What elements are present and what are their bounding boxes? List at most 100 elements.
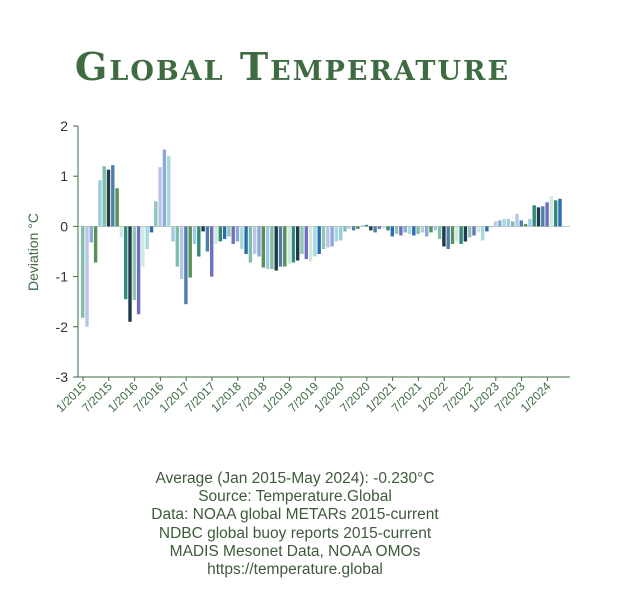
chart-title: Global Temperature [74, 44, 511, 89]
bar [248, 226, 253, 263]
bar [300, 226, 304, 255]
bar [330, 226, 334, 247]
bar [455, 226, 459, 242]
bar [102, 166, 106, 227]
source-url-link[interactable]: https://temperature.global [207, 561, 383, 579]
bar [476, 226, 480, 233]
y-tick-label: 1 [60, 168, 68, 184]
bar [227, 226, 231, 237]
bar [511, 221, 515, 227]
bar [313, 226, 317, 257]
bar [188, 226, 192, 278]
bar [536, 207, 541, 227]
bar [162, 149, 167, 227]
bar [480, 226, 485, 241]
bar [351, 226, 356, 231]
bar [412, 226, 416, 236]
bar [554, 200, 558, 227]
bar [326, 226, 330, 248]
data-text-3: MADIS Mesonet Data, NOAA OMOs [169, 542, 421, 560]
y-tick-label: 0 [60, 218, 68, 234]
bar [145, 226, 149, 249]
bar [128, 226, 132, 322]
bar [89, 226, 93, 243]
bar [244, 226, 248, 255]
bar [420, 226, 425, 233]
bar [382, 226, 386, 229]
average-text: Average (Jan 2015-May 2024): -0.230°C [155, 470, 435, 487]
bar [158, 167, 162, 227]
bar [528, 218, 532, 227]
bar [450, 226, 455, 244]
bar [214, 226, 218, 244]
bar [85, 226, 89, 327]
bar [308, 226, 313, 262]
source-text: Source: Temperature.Global [198, 488, 392, 506]
data-text-2: NDBC global buoy reports 2015-current [158, 524, 432, 542]
bar [502, 218, 506, 227]
bar [429, 226, 433, 233]
data-text-1: Data: NOAA global METARs 2015-current [151, 506, 439, 524]
bar [132, 226, 136, 301]
bar [124, 226, 128, 300]
y-tick-label: -1 [56, 269, 69, 285]
bar [459, 226, 463, 244]
bar [192, 226, 197, 244]
bar [347, 226, 351, 229]
bar [149, 226, 154, 233]
bar [442, 226, 446, 247]
bar [240, 226, 244, 249]
bar [210, 226, 214, 277]
bar [235, 226, 240, 242]
bar [545, 202, 549, 227]
bar [532, 205, 536, 227]
bar [489, 226, 493, 228]
bar [257, 226, 261, 257]
bar [334, 226, 339, 242]
bar [498, 220, 502, 227]
bar [399, 226, 403, 236]
bar [506, 218, 511, 227]
x-tick-label: 1/2024 [518, 379, 554, 415]
y-tick-label: 2 [60, 118, 68, 134]
bar [141, 226, 145, 267]
bar [136, 226, 141, 315]
bar [287, 226, 291, 265]
bar [179, 226, 184, 280]
bar [523, 223, 528, 227]
bar [93, 226, 98, 263]
bar [321, 226, 326, 249]
bar [274, 226, 278, 271]
bar [360, 225, 364, 227]
bar [433, 226, 437, 231]
y-tick-label: -3 [56, 369, 69, 385]
bar [304, 226, 308, 260]
chart-footer: Average (Jan 2015-May 2024): -0.230°C So… [0, 470, 590, 579]
bar [253, 226, 257, 255]
bar [222, 226, 227, 239]
bar-chart: 2 1 0 -1 -2 -3 1/20157/20151/20167/20161/2017… [25, 118, 570, 415]
bar [231, 226, 235, 244]
bar [296, 226, 300, 261]
bar [106, 169, 111, 227]
bar [416, 226, 420, 234]
bar [115, 188, 119, 227]
bars-group [81, 149, 562, 327]
bar [485, 226, 489, 232]
bar [446, 226, 450, 249]
bar [339, 226, 343, 241]
bar [119, 226, 124, 238]
bar [425, 226, 429, 237]
bar [463, 226, 468, 242]
bar [201, 226, 205, 232]
bar [270, 226, 274, 270]
bar [265, 226, 270, 270]
bar [98, 180, 102, 227]
bar [261, 226, 265, 268]
bar [369, 226, 373, 231]
bar [175, 226, 179, 267]
bar [291, 226, 296, 263]
bar [407, 226, 412, 234]
bar [519, 220, 523, 227]
y-axis-label: Deviation °C [25, 213, 41, 291]
